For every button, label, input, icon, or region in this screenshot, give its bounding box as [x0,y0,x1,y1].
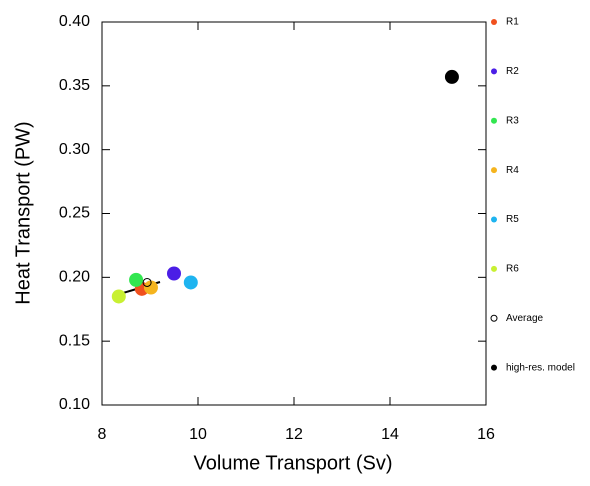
x-tick-label: 14 [381,426,399,443]
x-tick-label: 12 [285,426,303,443]
y-axis-label: Heat Transport (PW) [12,121,34,304]
y-tick-label: 0.10 [59,396,90,413]
data-point [183,275,198,290]
y-tick-label: 0.25 [59,205,90,222]
y-tick-label: 0.35 [59,77,90,94]
legend-label: R5 [506,214,519,225]
legend-marker [491,364,497,371]
x-tick-label: 16 [477,426,495,443]
legend-marker [490,314,498,322]
legend-marker [491,19,497,25]
data-point [142,277,152,287]
x-axis-label: Volume Transport (Sv) [194,452,393,474]
data-point [444,69,459,84]
x-tick-label: 10 [189,426,207,443]
legend-label: R2 [506,66,519,77]
legend-label: R3 [506,115,519,126]
legend-marker [491,265,497,272]
legend-marker [491,68,497,75]
y-tick-label: 0.40 [59,13,90,30]
y-tick-label: 0.20 [59,269,90,286]
data-point [129,272,144,287]
legend-marker [491,117,497,124]
plot-frame [101,21,487,406]
data-point [143,280,158,295]
legend-label: R6 [506,264,519,275]
legend-label: R4 [506,165,519,176]
legend-label: R1 [506,17,519,28]
x-tick-label: 8 [98,426,107,443]
y-tick-label: 0.15 [59,332,90,349]
legend-marker [491,216,497,223]
legend-label: Average [506,313,544,324]
legend-label: high-res. model [506,362,575,373]
data-point [111,289,126,304]
data-point [167,266,181,281]
y-tick-label: 0.30 [59,141,90,158]
legend-marker [491,167,497,174]
